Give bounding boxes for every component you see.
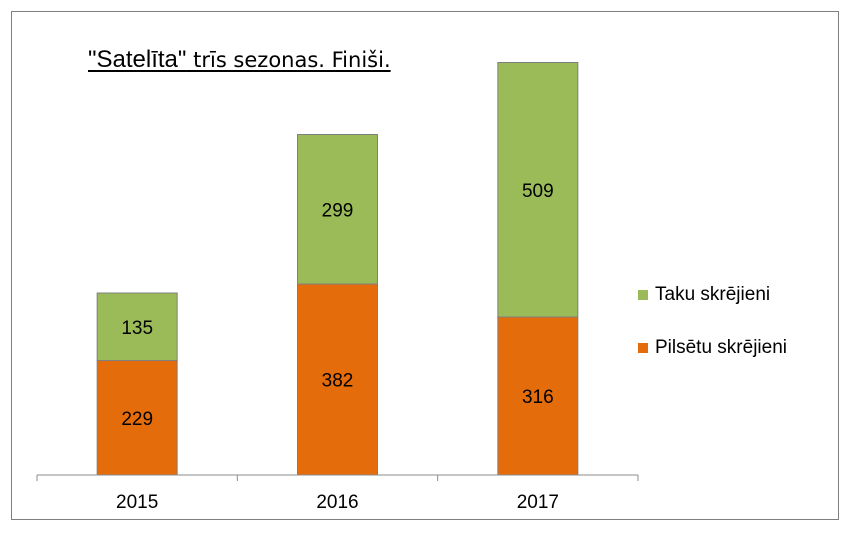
bar-urban-2017	[497, 316, 579, 476]
legend-label-urban: Pilsētu skrējieni	[655, 337, 787, 358]
chart-title: "Satelīta" trīs sezonas. Finiši.	[88, 46, 391, 74]
data-label-urban-2015: 229	[121, 409, 153, 430]
legend-item-urban: Pilsētu skrējieni	[638, 334, 787, 362]
x-tick-label-2015: 2015	[116, 492, 158, 513]
bar-trail-2016	[297, 134, 378, 285]
data-label-trail-2016: 299	[322, 200, 354, 221]
legend-swatch-trail	[638, 290, 648, 300]
bar-urban-2015	[96, 360, 178, 476]
bar-urban-2016	[297, 283, 378, 476]
x-tick-label-2017: 2017	[517, 492, 559, 513]
bar-trail-2015	[96, 292, 178, 361]
bar-trail-2017	[497, 62, 579, 318]
legend-item-trail: Taku skrējieni	[638, 281, 787, 309]
chart-legend: Taku skrējieni Pilsētu skrējieni	[638, 281, 787, 387]
legend-label-trail: Taku skrējieni	[655, 284, 771, 305]
data-label-trail-2017: 509	[522, 181, 554, 202]
legend-swatch-urban	[638, 343, 648, 353]
data-label-urban-2017: 316	[522, 387, 554, 408]
x-tick-label-2016: 2016	[316, 492, 358, 513]
data-label-trail-2015: 135	[121, 318, 153, 339]
chart-title-rest: trīs sezonas. Finiši.	[186, 48, 391, 72]
data-label-urban-2016: 382	[322, 371, 354, 392]
chart-title-main: "Satelīta"	[88, 46, 187, 73]
